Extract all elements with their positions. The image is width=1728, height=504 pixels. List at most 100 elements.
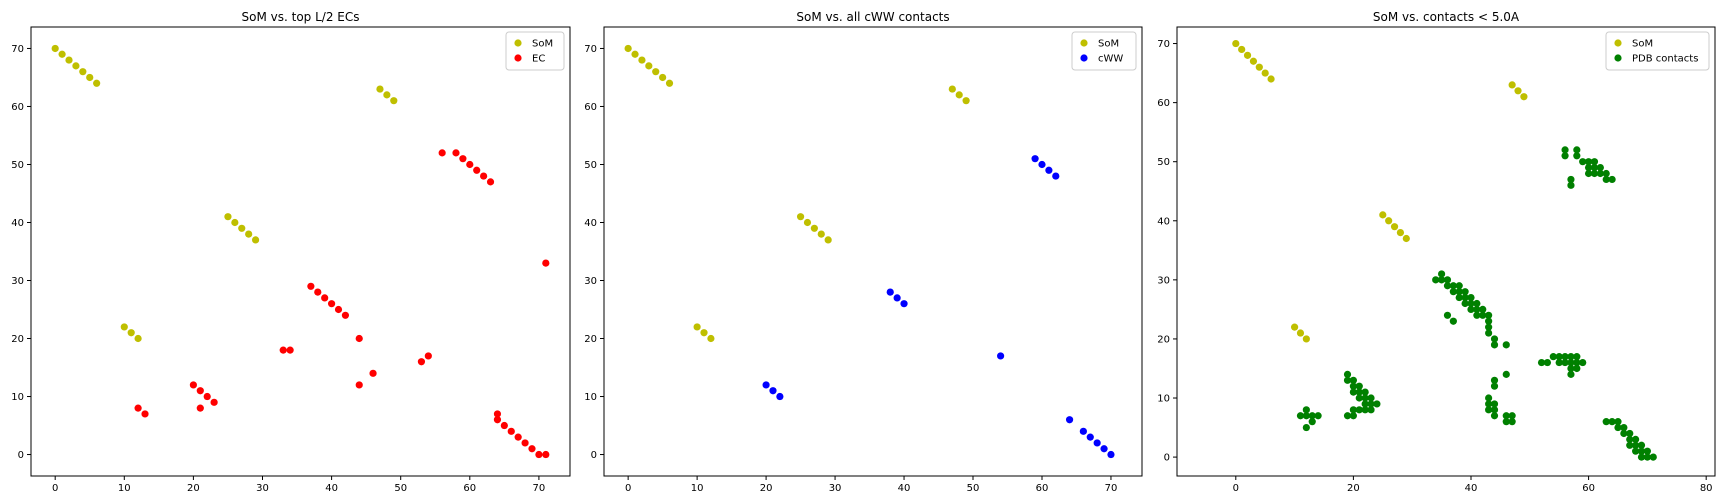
point-som [803, 218, 812, 227]
x-tick-label: 0 [1233, 483, 1239, 494]
point-pdb-contacts [1437, 270, 1446, 278]
x-tick-label: 70 [533, 483, 546, 494]
point-ec [279, 346, 287, 354]
point-cww [1052, 172, 1060, 180]
point-som [1508, 81, 1516, 89]
point-som [962, 97, 970, 105]
point-pdb-contacts [1502, 412, 1510, 420]
point-ec [321, 294, 329, 302]
point-ec [417, 358, 426, 366]
x-tick-label: 30 [256, 483, 269, 494]
y-tick-label: 0 [591, 450, 597, 461]
point-pdb-contacts [1608, 175, 1616, 184]
point-pdb-contacts [1490, 400, 1499, 408]
point-pdb-contacts [1626, 429, 1634, 438]
y-tick-label: 30 [1157, 275, 1170, 286]
point-ec [327, 300, 336, 308]
point-pdb-contacts [1349, 376, 1357, 384]
point-pdb-contacts [1296, 412, 1305, 420]
point-pdb-contacts [1632, 435, 1640, 443]
point-pdb-contacts [1626, 435, 1634, 443]
point-pdb-contacts [1443, 311, 1452, 319]
point-pdb-contacts [1467, 305, 1475, 313]
point-pdb-contacts [1473, 311, 1481, 319]
point-pdb-contacts [1602, 175, 1610, 184]
point-som [1396, 228, 1405, 237]
point-pdb-contacts [1649, 453, 1657, 461]
point-pdb-contacts [1508, 418, 1516, 426]
legend-label-ec: EC [532, 54, 545, 65]
point-pdb-contacts [1573, 364, 1581, 373]
point-pdb-contacts [1449, 288, 1457, 296]
point-ec [500, 421, 508, 430]
point-pdb-contacts [1302, 412, 1310, 420]
point-ec [203, 392, 211, 401]
point-ec [507, 427, 515, 435]
x-tick-label: 20 [760, 483, 773, 494]
point-som [707, 334, 715, 343]
point-pdb-contacts [1573, 152, 1581, 160]
point-ec [542, 259, 550, 267]
point-som [1379, 211, 1387, 219]
point-som [624, 44, 632, 53]
point-pdb-contacts [1355, 406, 1363, 414]
point-pdb-contacts [1561, 358, 1569, 367]
point-cww [1045, 166, 1053, 174]
legend-marker-ec [514, 54, 522, 62]
point-cww [900, 300, 908, 308]
y-tick-label: 0 [18, 450, 24, 461]
point-som [652, 68, 660, 76]
point-ec [542, 450, 550, 459]
point-pdb-contacts [1490, 406, 1499, 414]
point-cww [776, 392, 784, 401]
x-tick-label: 0 [52, 483, 58, 494]
point-pdb-contacts [1302, 406, 1310, 414]
point-pdb-contacts [1467, 299, 1475, 308]
y-tick-label: 40 [584, 218, 597, 229]
point-som [231, 218, 239, 227]
point-pdb-contacts [1314, 412, 1322, 420]
y-tick-label: 20 [11, 334, 24, 345]
point-pdb-contacts [1361, 406, 1369, 414]
point-pdb-contacts [1490, 335, 1499, 343]
y-tick-label: 70 [1157, 39, 1170, 50]
point-som [134, 334, 142, 343]
point-ec [314, 288, 322, 296]
point-pdb-contacts [1361, 394, 1369, 402]
point-pdb-contacts [1579, 358, 1587, 367]
point-ec [210, 398, 218, 406]
y-tick-label: 10 [1157, 394, 1170, 405]
point-pdb-contacts [1373, 400, 1381, 408]
point-pdb-contacts [1626, 441, 1634, 449]
point-cww [1086, 433, 1094, 441]
x-tick-label: 60 [1036, 483, 1049, 494]
point-pdb-contacts [1643, 447, 1651, 455]
chart-title: SoM vs. contacts < 5.0A [1373, 10, 1520, 24]
point-pdb-contacts [1643, 453, 1651, 461]
point-pdb-contacts [1502, 341, 1510, 349]
point-ec [521, 439, 529, 447]
point-ec [528, 445, 536, 453]
point-som [1249, 57, 1258, 65]
legend-label-cww: cWW [1098, 54, 1123, 65]
point-som [693, 323, 701, 331]
point-ec [369, 369, 377, 377]
point-pdb-contacts [1561, 152, 1569, 160]
point-som [93, 79, 101, 87]
point-pdb-contacts [1573, 353, 1581, 361]
y-tick-label: 70 [584, 44, 597, 55]
legend-marker-pdb-contacts [1614, 54, 1622, 62]
point-pdb-contacts [1361, 388, 1369, 396]
point-pdb-contacts [1308, 412, 1316, 420]
point-pdb-contacts [1549, 353, 1557, 361]
y-tick-label: 60 [584, 102, 597, 113]
y-tick-label: 20 [584, 334, 597, 345]
point-pdb-contacts [1567, 358, 1575, 367]
point-ec [535, 450, 543, 459]
point-som [238, 224, 246, 232]
x-tick-label: 50 [967, 483, 980, 494]
point-ec [355, 381, 363, 389]
point-pdb-contacts [1461, 288, 1469, 296]
point-pdb-contacts [1502, 418, 1510, 426]
axes-frame [603, 26, 1143, 477]
